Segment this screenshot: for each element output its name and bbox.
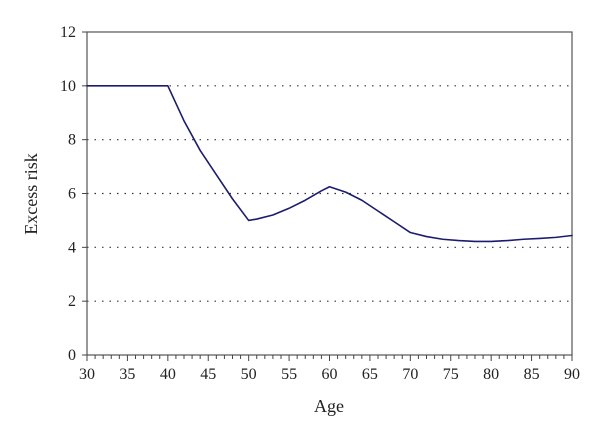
x-tick-label-70: 70 — [402, 366, 418, 383]
tick-labels: 0 2 4 6 8 10 12 30 35 40 45 50 55 60 65 70 75 80 85 90 — [60, 24, 580, 383]
gridlines — [87, 85, 572, 302]
y-tick-label-12: 12 — [60, 24, 76, 41]
x-tick-label-85: 85 — [524, 366, 540, 383]
tick-marks — [82, 31, 573, 361]
x-tick-label-80: 80 — [483, 366, 499, 383]
y-tick-label-2: 2 — [68, 293, 76, 310]
x-tick-label-40: 40 — [160, 366, 176, 383]
y-axis-title: Excess risk — [21, 153, 41, 234]
series-layer — [86, 85, 573, 243]
x-tick-label-60: 60 — [322, 366, 338, 383]
x-tick-label-45: 45 — [200, 366, 216, 383]
axes — [86, 31, 573, 356]
series-line-0 — [86, 85, 573, 243]
x-tick-label-35: 35 — [119, 366, 135, 383]
x-axis-title: Age — [314, 396, 344, 416]
y-tick-label-6: 6 — [68, 186, 76, 203]
x-tick-label-90: 90 — [564, 366, 580, 383]
x-tick-label-30: 30 — [79, 366, 95, 383]
x-tick-label-75: 75 — [443, 366, 459, 383]
plot-frame — [86, 31, 573, 356]
x-tick-label-55: 55 — [281, 366, 297, 383]
x-tick-label-65: 65 — [362, 366, 378, 383]
y-tick-label-8: 8 — [68, 132, 76, 149]
y-tick-label-0: 0 — [68, 347, 76, 364]
x-tick-label-50: 50 — [241, 366, 257, 383]
y-tick-label-4: 4 — [68, 239, 76, 256]
y-tick-label-10: 10 — [60, 78, 76, 95]
